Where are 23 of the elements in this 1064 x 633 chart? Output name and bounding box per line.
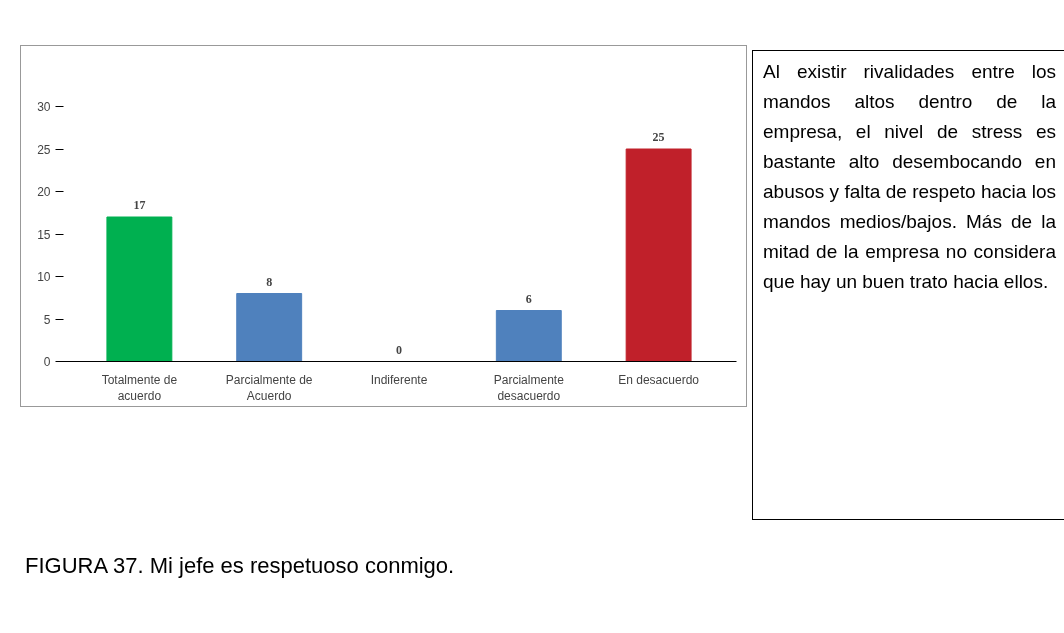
bar [106,216,173,362]
y-tick-label: 20 [37,185,51,199]
data-label: 8 [266,274,273,289]
y-tick-label: 15 [37,227,51,242]
y-tick-label: 10 [37,270,51,284]
y-tick-label: 5 [43,312,51,327]
data-label: 25 [652,130,665,144]
data-label: 0 [396,342,402,357]
text: FIGURA 37. Mi jefe es respetuoso conmigo. [25,552,455,580]
x-tick-label: Parcialmente de Acuerdo [225,372,313,404]
text: Al existir rivalidades entre los mandos altos dentro de la empresa, el nivel de stress es bastante alto desembocando en abusos y falta de respeto hacia los mandos medios/bajos. Más de la mitad de la empresa no considera que hay un buen trato hacia ellos. [763,60,1056,294]
data-label: 17 [133,198,146,212]
data-label: 6 [525,291,532,306]
bar [495,310,562,362]
x-tick-label: En desacuerdo [618,372,700,387]
bar [625,148,692,362]
y-tick-label: 25 [37,142,51,157]
x-tick-label: Parcialmente desacuerdo [493,372,565,404]
bar [236,293,303,362]
y-tick-label: 0 [43,355,51,369]
x-tick-label: Indiferente [370,372,428,387]
y-tick-label: 30 [37,100,51,114]
x-tick-label: Totalmente de acuerdo [101,372,178,404]
